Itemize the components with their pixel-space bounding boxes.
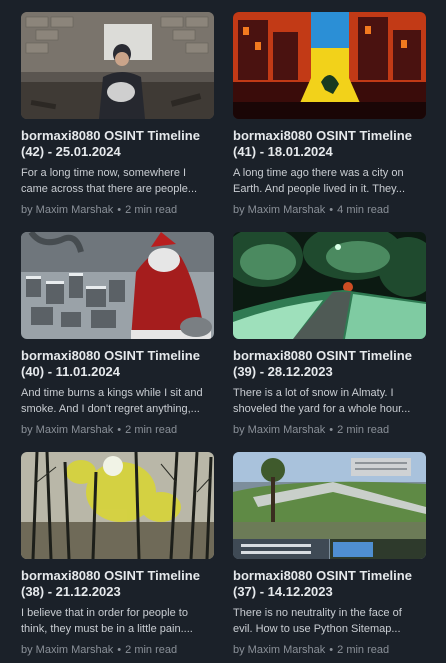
article-excerpt: There is a lot of snow in Almaty. I shov… [233, 387, 411, 415]
article-meta: by Maxim Marshak • 2 min read [21, 643, 214, 657]
article-card[interactable]: bormaxi8080 OSINT Timeline (38) - 21.12.… [21, 452, 214, 657]
article-excerpt: For a long time now, somewhere I came ac… [21, 167, 198, 195]
separator: • [329, 644, 334, 656]
article-title[interactable]: bormaxi8080 OSINT Timeline (42) - 25.01.… [21, 128, 200, 159]
article-title[interactable]: bormaxi8080 OSINT Timeline (40) - 11.01.… [21, 348, 200, 379]
separator: • [117, 204, 122, 216]
read-time: 2 min read [337, 424, 390, 436]
santa-over-ruined-city-image[interactable] [21, 232, 214, 339]
author-name: by Maxim Marshak [21, 424, 114, 436]
author-name: by Maxim Marshak [21, 644, 114, 656]
yellow-forest-image[interactable] [21, 452, 214, 559]
read-time: 2 min read [125, 644, 178, 656]
article-card[interactable]: bormaxi8080 OSINT Timeline (37) - 14.12.… [233, 452, 426, 657]
article-excerpt: There is no neutrality in the face of ev… [233, 607, 402, 635]
child-in-ruins-image[interactable] [21, 12, 214, 119]
separator: • [117, 644, 122, 656]
separator: • [329, 204, 334, 216]
city-park-collage-image[interactable] [233, 452, 426, 559]
article-title[interactable]: bormaxi8080 OSINT Timeline (38) - 21.12.… [21, 568, 200, 599]
article-card[interactable]: bormaxi8080 OSINT Timeline (40) - 11.01.… [21, 232, 214, 437]
article-card[interactable]: bormaxi8080 OSINT Timeline (42) - 25.01.… [21, 12, 214, 217]
separator: • [329, 424, 334, 436]
read-time: 4 min read [337, 204, 390, 216]
article-excerpt: And time burns a kings while I sit and s… [21, 387, 203, 415]
author-name: by Maxim Marshak [233, 424, 326, 436]
article-meta: by Maxim Marshak • 2 min read [233, 643, 426, 657]
read-time: 2 min read [125, 204, 178, 216]
read-time: 2 min read [337, 644, 390, 656]
article-excerpt: A long time ago there was a city on Eart… [233, 167, 406, 195]
separator: • [117, 424, 122, 436]
author-name: by Maxim Marshak [233, 644, 326, 656]
author-name: by Maxim Marshak [233, 204, 326, 216]
burning-city-poster-image[interactable] [233, 12, 426, 119]
article-meta: by Maxim Marshak • 2 min read [233, 423, 426, 437]
article-meta: by Maxim Marshak • 4 min read [233, 203, 426, 217]
article-meta: by Maxim Marshak • 2 min read [21, 423, 214, 437]
article-card[interactable]: bormaxi8080 OSINT Timeline (39) - 28.12.… [233, 232, 426, 437]
article-excerpt: I believe that in order for people to th… [21, 607, 193, 635]
article-title[interactable]: bormaxi8080 OSINT Timeline (39) - 28.12.… [233, 348, 412, 379]
article-title[interactable]: bormaxi8080 OSINT Timeline (37) - 14.12.… [233, 568, 412, 599]
article-title[interactable]: bormaxi8080 OSINT Timeline (41) - 18.01.… [233, 128, 412, 159]
read-time: 2 min read [125, 424, 178, 436]
author-name: by Maxim Marshak [21, 204, 114, 216]
article-meta: by Maxim Marshak • 2 min read [21, 203, 214, 217]
snowy-night-yard-image[interactable] [233, 232, 426, 339]
article-card[interactable]: bormaxi8080 OSINT Timeline (41) - 18.01.… [233, 12, 426, 217]
